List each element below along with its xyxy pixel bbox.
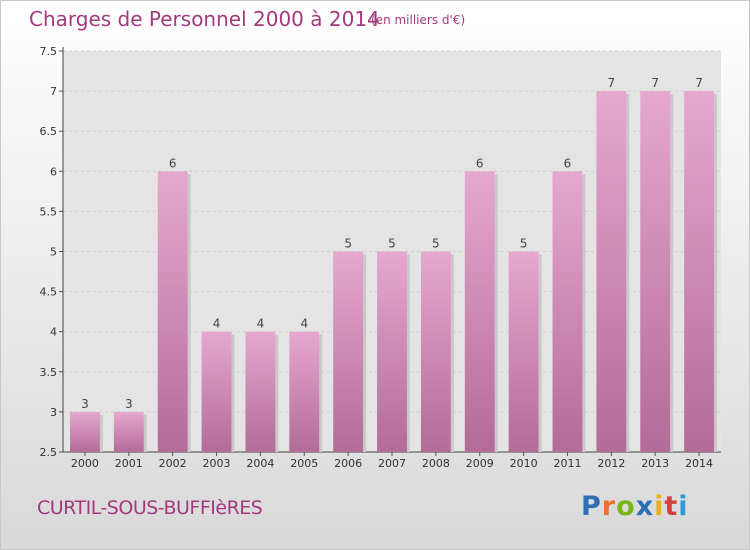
bar [552, 171, 583, 453]
x-tick-label: 2010 [510, 457, 538, 470]
commune-name: CURTIL-SOUS-BUFFIèRES [37, 497, 263, 519]
bar [245, 331, 276, 452]
bar [70, 411, 100, 452]
data-label: 3 [81, 397, 89, 411]
bar [333, 251, 364, 452]
data-label: 5 [344, 237, 352, 251]
data-label: 6 [564, 156, 572, 170]
chart-title: Charges de Personnel 2000 à 2014 [29, 7, 380, 31]
data-label: 6 [476, 156, 484, 170]
x-tick-label: 2014 [685, 457, 713, 470]
y-tick-label: 5 [50, 246, 57, 259]
x-tick-label: 2001 [115, 457, 143, 470]
bar [464, 171, 495, 453]
y-tick-label: 3.5 [40, 366, 58, 379]
chart-subtitle: (en milliers d'€) [371, 13, 466, 27]
data-label: 4 [213, 317, 221, 331]
y-tick-label: 4 [50, 326, 57, 339]
x-tick-label: 2007 [378, 457, 406, 470]
data-label: 7 [608, 76, 616, 90]
data-label: 4 [257, 317, 265, 331]
logo-letter: P [581, 491, 602, 522]
y-tick-label: 4.5 [40, 286, 58, 299]
data-label: 6 [169, 156, 177, 170]
logo-letter: i [678, 491, 689, 522]
bar [640, 91, 671, 452]
logo-letter: t [664, 491, 679, 522]
data-label: 3 [125, 397, 133, 411]
logo-letter: x [635, 491, 655, 522]
y-tick-label: 7 [50, 85, 57, 98]
x-tick-label: 2003 [203, 457, 231, 470]
y-tick-label: 2.5 [40, 446, 58, 459]
x-tick-label: 2009 [466, 457, 494, 470]
x-tick-label: 2012 [597, 457, 625, 470]
bar [113, 411, 144, 452]
proxiti-logo: Proxiti [581, 491, 689, 522]
data-label: 5 [432, 237, 440, 251]
bar [157, 171, 188, 453]
y-tick-label: 3 [50, 406, 57, 419]
y-tick-label: 7.5 [40, 45, 58, 58]
bar [508, 251, 539, 452]
data-label: 5 [520, 237, 528, 251]
bar [201, 331, 232, 452]
bar [596, 91, 627, 452]
y-tick-label: 6 [50, 165, 57, 178]
bar [377, 251, 407, 452]
data-label: 7 [651, 76, 659, 90]
logo-letter: o [616, 491, 636, 522]
y-tick-label: 5.5 [40, 205, 58, 218]
data-label: 5 [388, 237, 396, 251]
logo-letter: i [654, 491, 665, 522]
x-tick-label: 2008 [422, 457, 450, 470]
x-tick-label: 2006 [334, 457, 362, 470]
bar [289, 331, 320, 452]
x-tick-label: 2000 [71, 457, 99, 470]
bar [684, 91, 714, 452]
y-tick-label: 6.5 [40, 125, 58, 138]
x-tick-label: 2011 [553, 457, 581, 470]
x-tick-label: 2002 [159, 457, 187, 470]
x-tick-label: 2013 [641, 457, 669, 470]
logo-letter: r [601, 491, 617, 522]
x-tick-label: 2005 [290, 457, 318, 470]
bar [420, 251, 451, 452]
data-label: 4 [300, 317, 308, 331]
data-label: 7 [695, 76, 703, 90]
x-tick-label: 2004 [246, 457, 274, 470]
